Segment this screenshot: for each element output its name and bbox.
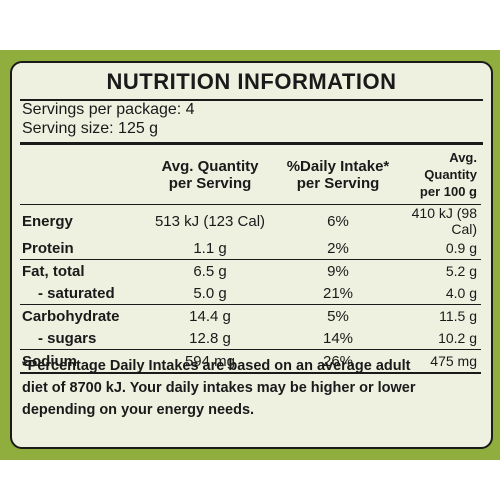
footnote-line: depending on your energy needs. [22, 402, 255, 418]
header-per-serving-line1: Avg. Quantity [161, 157, 259, 175]
per-serving-value: 594 mg [138, 349, 282, 374]
daily-intake-value: 5% [282, 304, 394, 327]
nutrition-panel: NUTRITION INFORMATION Servings per packa… [10, 61, 493, 449]
table-row: Protein 1.1 g 2% 0.9 g [20, 237, 481, 260]
per-serving-value: 14.4 g [138, 304, 282, 327]
footnote-line: diet of 8700 kJ. Your daily intakes may … [22, 380, 416, 396]
header-divider [20, 142, 483, 145]
table-row: Sodium 594 mg 26% 475 mg [20, 349, 481, 374]
nutrient-name: - saturated [38, 284, 115, 302]
nutrient-name: Energy [20, 204, 138, 237]
per-100g-value: 4.0 g [445, 285, 477, 301]
daily-intake-value: 6% [282, 204, 394, 237]
header-per-100g-line2: per 100 g [419, 184, 477, 199]
per-serving-value: 513 kJ (123 Cal) [138, 204, 282, 237]
table-header-row: Avg. Quantity per Serving %Daily Intake*… [20, 145, 481, 205]
header-daily-intake: %Daily Intake* per Serving [282, 145, 394, 205]
daily-intake-value: 9% [282, 259, 394, 282]
daily-intake-value: 2% [327, 239, 349, 257]
nutrient-name: Sodium [20, 349, 138, 374]
panel-title: NUTRITION INFORMATION [106, 69, 397, 94]
nutrient-name: - sugars [38, 329, 97, 347]
servings-per-package: Servings per package: 4 [22, 101, 195, 118]
per-serving-value: 12.8 g [189, 329, 231, 347]
nutrient-name: Carbohydrate [20, 304, 138, 327]
daily-intake-value: 14% [322, 329, 354, 347]
per-100g-value: 10.2 g [438, 330, 477, 346]
header-per-serving: Avg. Quantity per Serving [138, 145, 282, 205]
per-100g-value: 11.5 g [394, 304, 481, 327]
per-100g-value: 475 mg [394, 349, 481, 374]
header-per-100g-line1: Avg. Quantity [424, 150, 477, 182]
table-row: Carbohydrate 14.4 g 5% 11.5 g [20, 304, 481, 327]
daily-intake-footnote: *Percentage Daily Intakes are based on a… [22, 355, 484, 421]
header-per-serving-line2: per Serving [168, 174, 252, 192]
table-row: Fat, total 6.5 g 9% 5.2 g [20, 259, 481, 282]
header-nutrient [20, 145, 138, 205]
per-100g-value: 5.2 g [394, 259, 481, 282]
serving-size: Serving size: 125 g [22, 120, 159, 137]
footnote-line: *Percentage Daily Intakes are based on a… [22, 358, 411, 374]
nutrient-name: Fat, total [20, 259, 138, 282]
header-per-100g: Avg. Quantity per 100 g [394, 145, 481, 205]
per-serving-value: 6.5 g [138, 259, 282, 282]
table-row: - sugars 12.8 g 14% 10.2 g [20, 327, 481, 350]
per-serving-value: 5.0 g [193, 284, 227, 302]
table-row: Energy 513 kJ (123 Cal) 6% 410 kJ (98 Ca… [20, 204, 481, 237]
per-serving-value: 1.1 g [193, 239, 227, 257]
nutrition-table: Avg. Quantity per Serving %Daily Intake*… [20, 145, 481, 374]
header-daily-intake-line2: per Serving [296, 174, 380, 192]
daily-intake-value: 21% [322, 284, 354, 302]
per-100g-value: 410 kJ (98 Cal) [394, 204, 481, 237]
header-daily-intake-line1: %Daily Intake* [286, 157, 390, 175]
nutrient-name: Protein [22, 239, 74, 257]
title-divider [20, 99, 483, 101]
table-row: - saturated 5.0 g 21% 4.0 g [20, 282, 481, 305]
daily-intake-value: 26% [282, 349, 394, 374]
per-100g-value: 0.9 g [445, 240, 477, 256]
